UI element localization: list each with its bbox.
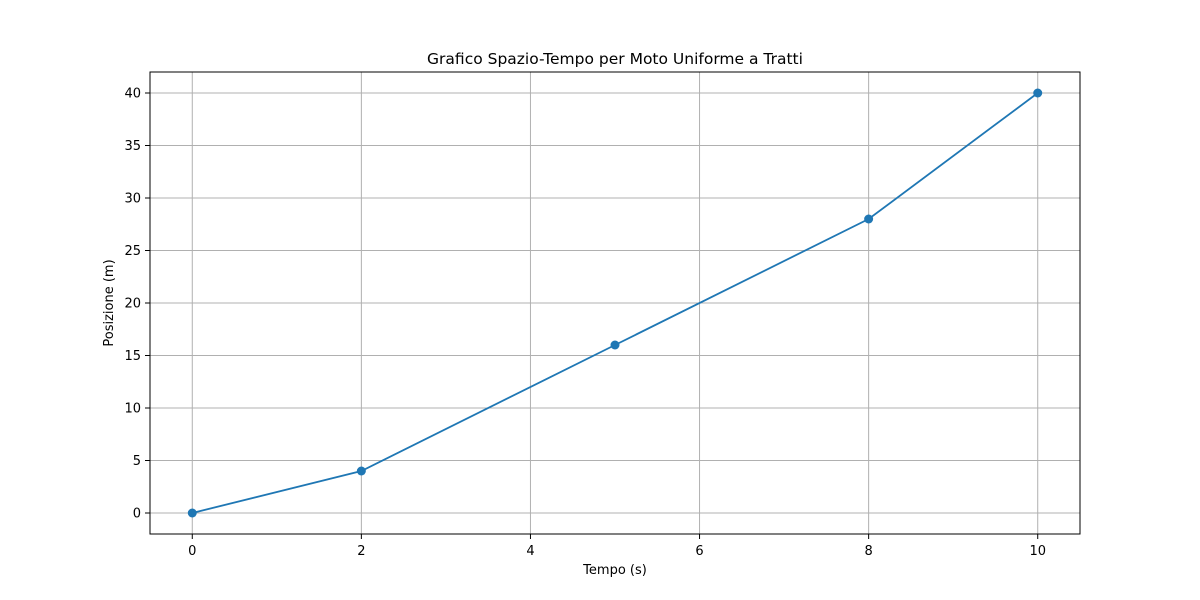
- y-tick-label: 5: [133, 454, 141, 469]
- y-tick-label: 30: [124, 192, 141, 207]
- x-tick-label: 8: [864, 544, 872, 559]
- y-tick-label: 0: [133, 507, 141, 522]
- x-tick-label: 0: [188, 544, 196, 559]
- data-point-marker: [1033, 88, 1043, 98]
- x-axis-label: Tempo (s): [582, 563, 647, 578]
- data-point-marker: [610, 340, 620, 350]
- y-tick-label: 40: [124, 87, 141, 102]
- y-tick-label: 15: [124, 349, 141, 364]
- data-point-marker: [356, 466, 366, 476]
- ticks-layer: 0 2 4 6 8 10 0 5 10 15 20 25 30 35 40: [124, 87, 1046, 560]
- data-point-marker: [864, 214, 874, 224]
- series-layer: [187, 88, 1043, 518]
- y-tick-label: 25: [124, 244, 141, 259]
- x-tick-label: 2: [357, 544, 365, 559]
- data-point-marker: [187, 508, 197, 518]
- y-tick-label: 10: [124, 402, 141, 417]
- x-tick-label: 10: [1029, 544, 1046, 559]
- chart-title: Grafico Spazio-Tempo per Moto Uniforme a…: [427, 50, 803, 68]
- x-tick-label: 4: [526, 544, 534, 559]
- y-tick-label: 20: [124, 297, 141, 312]
- x-tick-label: 6: [695, 544, 703, 559]
- grid-layer: [150, 72, 1080, 534]
- y-tick-label: 35: [124, 139, 141, 154]
- y-axis-label: Posizione (m): [102, 259, 117, 346]
